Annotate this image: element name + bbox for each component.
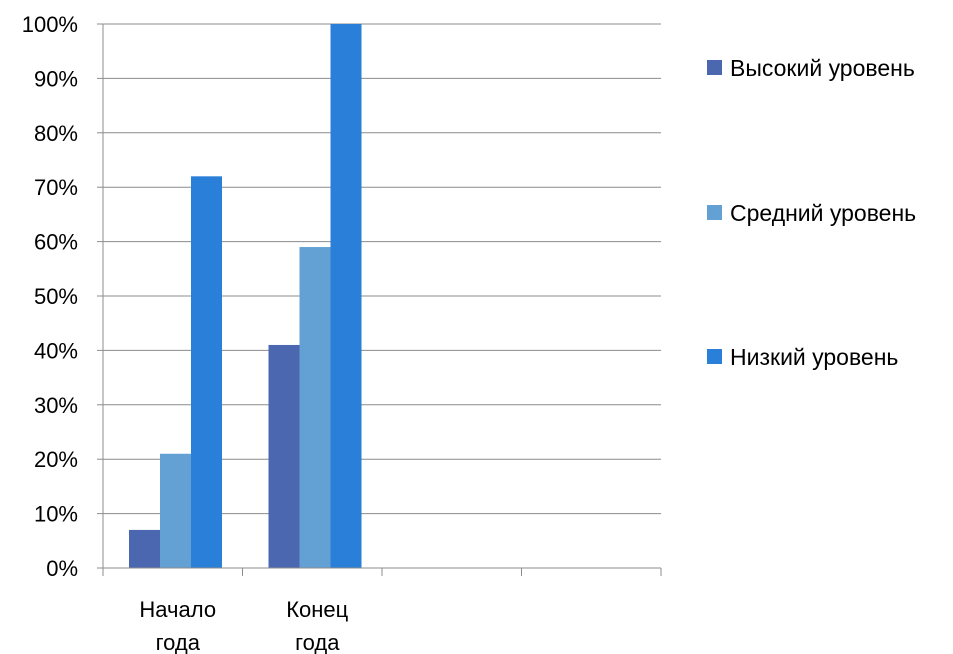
bar [160,453,191,568]
legend-label: Высокий уровень [730,55,915,81]
legend-swatch [707,349,722,364]
x-category-label: года [156,630,201,654]
bars [129,24,362,569]
bar [299,247,331,569]
legend-swatch [707,60,722,75]
y-tick-label: 50% [34,284,78,309]
y-tick-label: 40% [34,338,78,363]
legend-swatch [707,205,722,220]
legend-label: Средний уровень [730,200,916,226]
legend-label: Низкий уровень [730,344,898,370]
y-tick-label: 60% [34,230,78,255]
bar [129,529,160,568]
y-tick-label: 90% [34,66,78,91]
axes [97,23,662,576]
bar [268,344,300,568]
x-category-label: Начало [139,597,216,622]
legend: Высокий уровень Средний уровень Низкий уро… [707,55,916,370]
y-tick-label: 0% [46,556,78,581]
y-tick-label: 30% [34,393,78,418]
y-tick-label: 100% [22,12,78,37]
bar [191,176,222,568]
x-category-labels: Начало года Конец года [139,597,348,654]
bar [330,24,362,568]
x-category-label: Конец [286,597,348,622]
y-tick-label: 70% [34,175,78,200]
y-tick-label: 20% [34,447,78,472]
y-tick-label: 80% [34,121,78,146]
x-category-label: года [295,630,340,654]
grid-lines [103,23,661,515]
y-tick-labels: 0% 10% 20% 30% 40% 50% 60% 70% 80% 90% 100% [22,12,78,581]
y-tick-label: 10% [34,502,78,527]
